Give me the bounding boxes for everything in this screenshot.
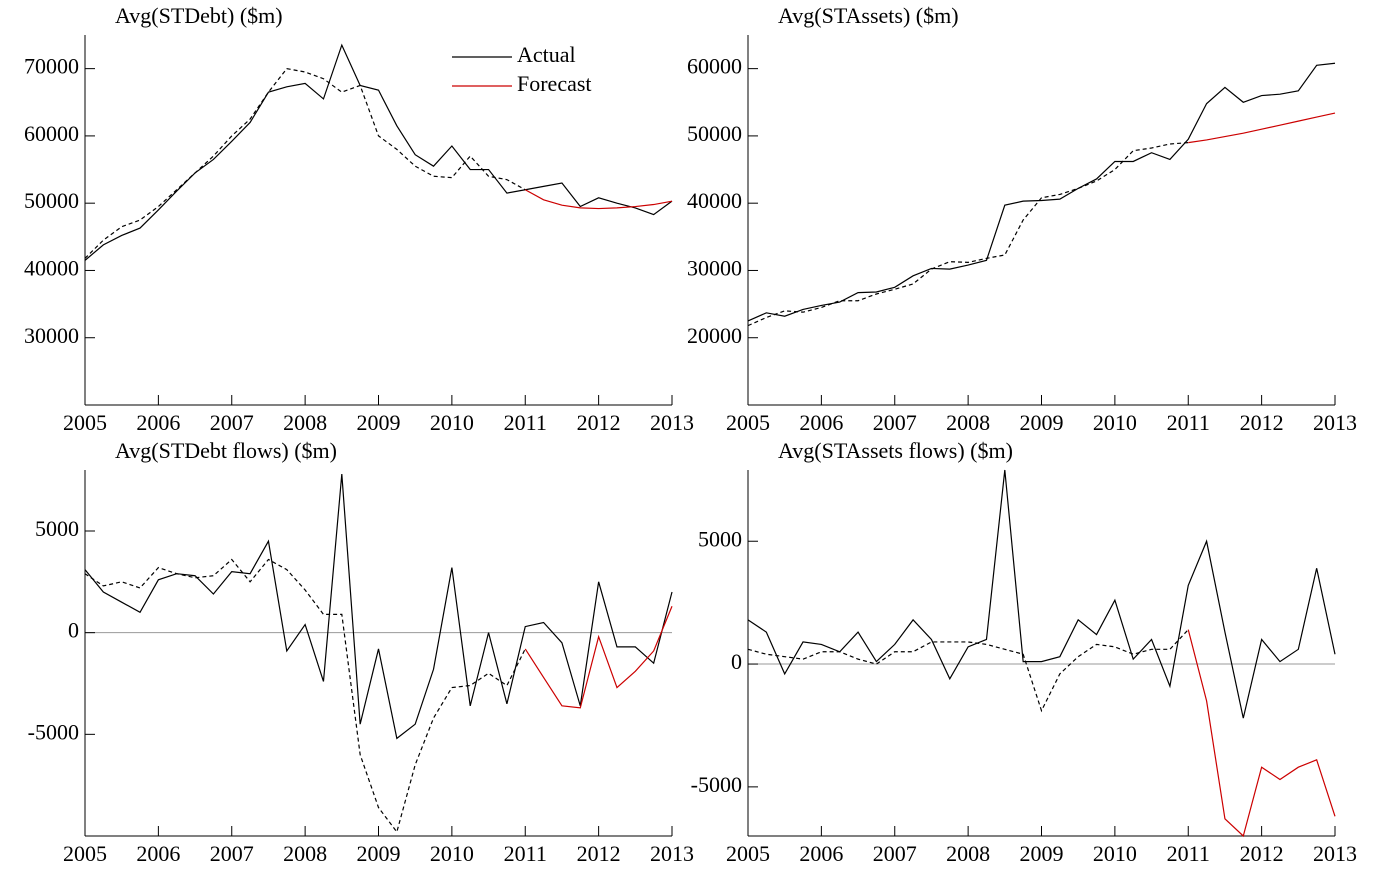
x-tick-label: 2011 xyxy=(1167,410,1210,435)
x-tick-label: 2012 xyxy=(577,841,621,866)
x-tick-label: 2012 xyxy=(1240,410,1284,435)
chart-title: Avg(STAssets flows) ($m) xyxy=(778,438,1013,463)
series-line xyxy=(747,469,1336,719)
legend-label: Actual xyxy=(517,42,576,67)
x-tick-label: 2006 xyxy=(136,841,180,866)
x-tick-label: 2010 xyxy=(1093,841,1137,866)
y-tick-label: 50000 xyxy=(687,121,742,146)
x-tick-label: 2005 xyxy=(726,410,770,435)
y-tick-label: 0 xyxy=(68,618,79,643)
x-tick-label: 2006 xyxy=(799,410,843,435)
series-line xyxy=(1187,629,1336,838)
chart-title: Avg(STDebt flows) ($m) xyxy=(115,438,337,463)
x-tick-label: 2013 xyxy=(1313,410,1357,435)
y-tick-label: 5000 xyxy=(35,516,79,541)
x-tick-label: 2013 xyxy=(650,841,694,866)
y-tick-label: 30000 xyxy=(687,256,742,281)
x-tick-label: 2008 xyxy=(283,841,327,866)
y-tick-label: 5000 xyxy=(698,526,742,551)
series-line xyxy=(747,142,1189,327)
x-tick-label: 2009 xyxy=(357,841,401,866)
x-tick-label: 2008 xyxy=(946,410,990,435)
x-tick-label: 2012 xyxy=(1240,841,1284,866)
series-line xyxy=(84,558,526,834)
y-tick-label: 40000 xyxy=(24,256,79,281)
x-tick-label: 2010 xyxy=(430,410,474,435)
x-tick-label: 2013 xyxy=(650,410,694,435)
chart-title: Avg(STDebt) ($m) xyxy=(115,3,283,28)
x-tick-label: 2009 xyxy=(1020,841,1064,866)
x-tick-label: 2011 xyxy=(504,841,547,866)
y-tick-label: 40000 xyxy=(687,188,742,213)
series-line xyxy=(84,43,673,261)
x-tick-label: 2007 xyxy=(873,410,917,435)
series-line xyxy=(84,67,526,259)
y-tick-label: 0 xyxy=(731,649,742,674)
x-tick-label: 2009 xyxy=(1020,410,1064,435)
x-tick-label: 2005 xyxy=(63,841,107,866)
x-tick-label: 2009 xyxy=(357,410,401,435)
y-tick-label: 50000 xyxy=(24,188,79,213)
y-tick-label: -5000 xyxy=(691,772,742,797)
x-tick-label: 2010 xyxy=(430,841,474,866)
series-line xyxy=(524,606,673,709)
x-tick-label: 2007 xyxy=(210,841,254,866)
x-tick-label: 2006 xyxy=(799,841,843,866)
x-tick-label: 2006 xyxy=(136,410,180,435)
y-tick-label: 70000 xyxy=(24,54,79,79)
chart-title: Avg(STAssets) ($m) xyxy=(778,3,959,28)
y-tick-label: -5000 xyxy=(28,719,79,744)
series-line xyxy=(524,189,673,210)
x-tick-label: 2007 xyxy=(873,841,917,866)
x-tick-label: 2008 xyxy=(946,841,990,866)
x-tick-label: 2005 xyxy=(726,841,770,866)
legend-label: Forecast xyxy=(517,71,592,96)
x-tick-label: 2012 xyxy=(577,410,621,435)
x-tick-label: 2011 xyxy=(1167,841,1210,866)
x-tick-label: 2010 xyxy=(1093,410,1137,435)
y-tick-label: 20000 xyxy=(687,323,742,348)
y-tick-label: 30000 xyxy=(24,323,79,348)
x-tick-label: 2005 xyxy=(63,410,107,435)
x-tick-label: 2013 xyxy=(1313,841,1357,866)
series-line xyxy=(1188,112,1336,144)
series-line xyxy=(747,629,1189,713)
x-tick-label: 2008 xyxy=(283,410,327,435)
y-tick-label: 60000 xyxy=(687,54,742,79)
y-tick-label: 60000 xyxy=(24,121,79,146)
x-tick-label: 2007 xyxy=(210,410,254,435)
series-line xyxy=(747,62,1336,322)
x-tick-label: 2011 xyxy=(504,410,547,435)
series-line xyxy=(84,474,673,740)
